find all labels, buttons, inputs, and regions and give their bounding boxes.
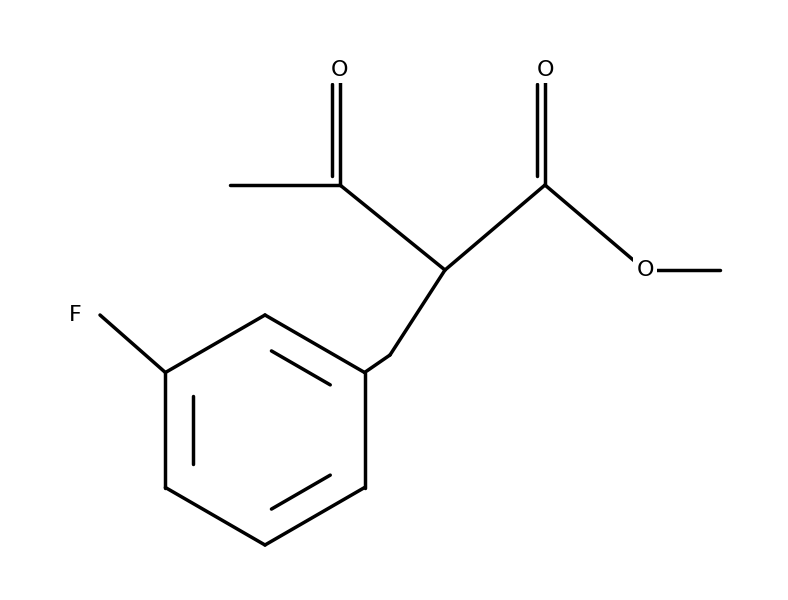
Text: O: O	[331, 60, 349, 80]
Text: F: F	[69, 305, 81, 325]
Text: O: O	[636, 260, 654, 280]
Text: O: O	[537, 60, 554, 80]
